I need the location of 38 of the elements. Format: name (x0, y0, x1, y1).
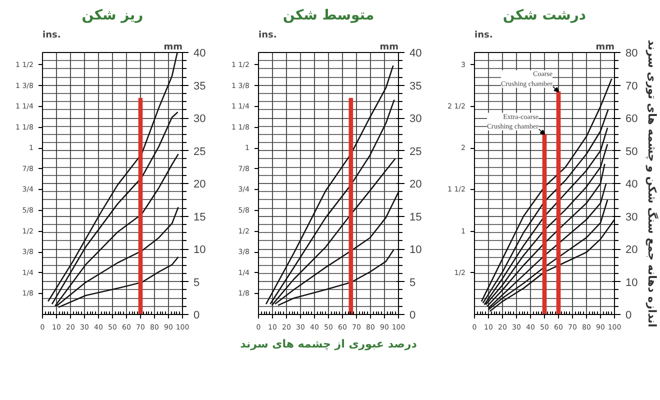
chart-title: درشت شکن (502, 8, 586, 24)
x-axis-title: درصد عبوری از چشمه های سرند (240, 338, 418, 350)
y-tick-label: 10 (410, 244, 422, 256)
y-tick-label: 40 (410, 48, 422, 60)
y-tick-label: 80 (626, 48, 638, 60)
y-tick-label: 25 (194, 146, 206, 158)
y-tick-label: 20 (410, 178, 422, 190)
y-tick-label: 35 (410, 80, 422, 92)
y-tick-label: 5 (194, 276, 200, 289)
y-axis-title: mm (164, 42, 183, 52)
y-tick-label: 0 (194, 310, 200, 322)
y-tick-label: 30 (410, 113, 422, 125)
y-tick-label: 5 (410, 276, 416, 289)
y2-axis-title: ins. (258, 30, 277, 40)
y-axis-title: mm (380, 42, 399, 52)
y-tick-label: 20 (626, 244, 638, 256)
y2-axis-title: ins. (42, 30, 61, 40)
y-tick-label: 0 (410, 310, 416, 322)
chart-title: متوسط شکن (282, 8, 374, 24)
y-tick-label: 25 (410, 146, 422, 158)
y-tick-label: 15 (410, 211, 422, 224)
y-tick-label: 0 (626, 310, 632, 322)
y-tick-label: 10 (194, 244, 206, 256)
y-axis-title: mm (596, 42, 615, 52)
y-tick-label: 40 (194, 48, 206, 60)
y-tick-label: 20 (194, 178, 206, 190)
y-tick-label: 70 (626, 80, 638, 92)
y-tick-label: 15 (194, 211, 206, 224)
y-tick-label: 10 (626, 276, 638, 289)
y-tick-label: 30 (626, 211, 638, 224)
y-tick-label: 40 (626, 178, 638, 190)
y-tick-label: 60 (626, 113, 638, 125)
text: اندازه دهانه جمع سنگ شکن و چشمه های توری سرند (646, 40, 658, 328)
chart-title: ریز شکن (82, 8, 144, 24)
y-tick-label: 35 (194, 80, 206, 92)
y2-axis-title: ins. (474, 30, 493, 40)
y-tick-label: 30 (194, 113, 206, 125)
y-tick-label: 50 (626, 146, 638, 158)
